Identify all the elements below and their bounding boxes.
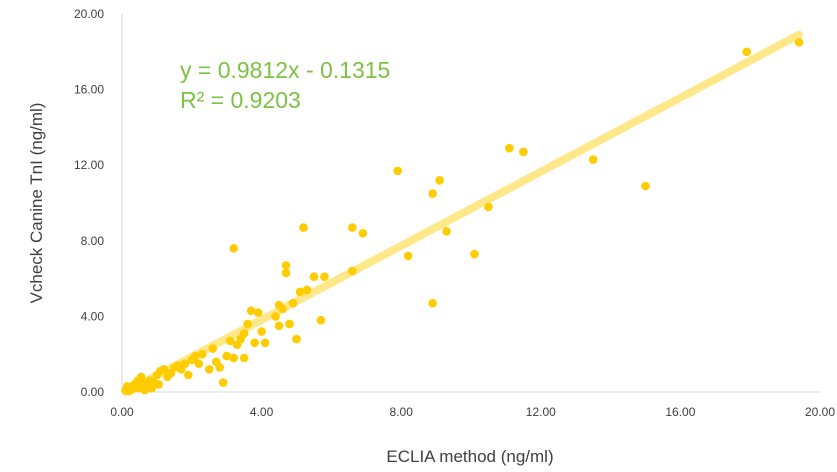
data-point [641, 181, 650, 191]
data-point [278, 304, 287, 314]
data-point [208, 344, 218, 353]
r-squared-label: R² = 0.9203 [180, 87, 301, 113]
y-tick-label: 0.00 [81, 385, 105, 399]
data-point [250, 338, 259, 348]
data-point [197, 349, 207, 359]
data-point [295, 287, 305, 297]
data-point [302, 285, 312, 295]
data-point [470, 249, 479, 259]
data-point [742, 47, 752, 57]
data-point [190, 351, 200, 361]
data-point [243, 319, 252, 329]
y-tick-label: 12.00 [74, 158, 104, 172]
data-point [435, 176, 444, 185]
data-point [274, 321, 284, 331]
y-tick-label: 20.00 [74, 7, 104, 21]
data-point [281, 268, 291, 278]
data-point [184, 370, 193, 380]
data-point [348, 223, 357, 232]
data-point [393, 166, 403, 176]
data-point [257, 327, 266, 336]
data-point [253, 308, 263, 317]
y-tick-label: 16.00 [74, 83, 104, 97]
y-tick-label: 8.00 [81, 234, 105, 248]
data-point [194, 359, 204, 368]
x-tick-label: 0.00 [110, 405, 134, 419]
data-point [320, 272, 329, 282]
data-point [442, 227, 451, 236]
data-point [588, 155, 598, 164]
data-point [215, 363, 225, 372]
data-point [358, 228, 368, 238]
data-point [239, 329, 249, 338]
data-point [246, 306, 256, 316]
y-axis-title: Vcheck Canine TnI (ng/ml) [27, 103, 46, 304]
data-point [403, 251, 413, 261]
data-point [271, 312, 280, 321]
data-point [794, 38, 804, 47]
data-point [229, 244, 238, 253]
data-point [505, 143, 514, 153]
data-point [309, 272, 319, 282]
data-point [225, 336, 235, 346]
x-tick-label: 20.00 [805, 405, 835, 419]
data-point [292, 334, 301, 344]
x-tick-label: 12.00 [526, 405, 556, 419]
x-tick-labels: 0.00 4.00 8.00 12.00 16.00 20.00 [110, 405, 835, 419]
data-point [218, 378, 228, 387]
data-point [285, 319, 294, 329]
y-tick-labels: 0.00 4.00 8.00 12.00 16.00 20.00 [74, 7, 104, 399]
data-point [260, 338, 270, 348]
data-point [180, 359, 190, 368]
data-point [154, 380, 163, 389]
data-points [121, 38, 804, 396]
x-tick-label: 8.00 [390, 405, 414, 419]
x-axis-title: ECLIA method (ng/ml) [386, 447, 553, 466]
data-point [299, 223, 308, 232]
y-tick-label: 4.00 [81, 309, 105, 323]
data-point [281, 261, 291, 270]
trendline-layer [121, 30, 804, 396]
data-point [316, 315, 326, 325]
x-tick-label: 16.00 [665, 405, 695, 419]
data-point [159, 365, 169, 374]
data-point [428, 298, 437, 308]
data-point [288, 298, 298, 308]
data-point [229, 353, 238, 363]
data-point [484, 202, 493, 212]
data-point [222, 351, 231, 361]
data-point [239, 353, 249, 363]
data-point [348, 266, 357, 276]
x-tick-label: 4.00 [250, 405, 274, 419]
data-point [519, 147, 528, 157]
data-point [428, 189, 437, 198]
trendline [121, 30, 804, 396]
trendline-equation: y = 0.9812x - 0.1315 [180, 57, 390, 83]
data-point [204, 365, 214, 374]
